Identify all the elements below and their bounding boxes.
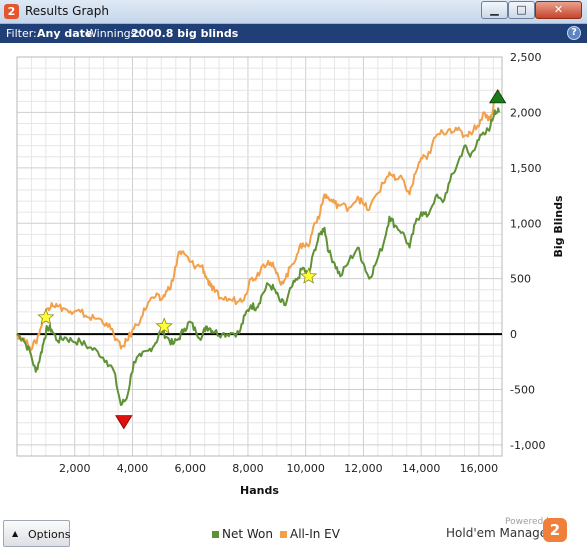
x-tick-label: 12,000 — [344, 462, 383, 475]
legend-label-all-in-ev: All-In EV — [290, 527, 340, 541]
x-tick-label: 16,000 — [460, 462, 499, 475]
winnings-value: 2000.8 big blinds — [131, 27, 239, 40]
powered-by-text: Powered by — [505, 517, 558, 527]
x-tick-label: 6,000 — [174, 462, 206, 475]
series-layer — [16, 89, 501, 406]
y-tick-label: 500 — [510, 273, 531, 286]
min-marker-icon — [115, 415, 133, 430]
y-axis-title: Big Blinds — [552, 195, 565, 257]
bottom-bar: ▲ Options Net Won All-In EV Powered by H… — [0, 517, 587, 550]
brand-name: Hold'em Manager — [446, 526, 553, 540]
x-tick-label: 2,000 — [59, 462, 91, 475]
legend-swatch-net-won — [212, 531, 219, 538]
star-marker-icon — [299, 267, 318, 284]
series-line-all-in-ev — [16, 89, 500, 352]
brand-logo-icon: 2 — [543, 518, 567, 542]
x-axis-ticks: 2,000 4,000 6,000 8,000 10,000 12,000 14,000 16… — [59, 462, 498, 475]
maximize-button[interactable]: □ — [508, 1, 535, 19]
x-tick-label: 4,000 — [117, 462, 149, 475]
chevron-up-icon: ▲ — [12, 529, 19, 538]
options-button[interactable]: ▲ Options — [3, 520, 70, 547]
legend-label-net-won: Net Won — [222, 527, 273, 541]
max-marker-icon — [488, 89, 507, 104]
close-button[interactable]: ✕ — [535, 1, 582, 19]
x-axis-title: Hands — [240, 484, 279, 497]
y-tick-label: 1,500 — [510, 162, 542, 175]
filter-label: Filter: — [6, 27, 37, 40]
winnings-label: Winnings: — [86, 27, 141, 40]
y-tick-label: 2,000 — [510, 106, 542, 119]
window-title: Results Graph — [25, 4, 109, 18]
title-bar: 2 Results Graph ▁ □ ✕ — [0, 0, 587, 24]
y-axis-ticks: -1,000 -500 0 500 1,000 1,500 2,000 2,500 — [510, 51, 545, 452]
filter-value[interactable]: Any date — [37, 27, 93, 40]
minimize-button[interactable]: ▁ — [481, 1, 508, 19]
marker-layer — [37, 89, 507, 430]
x-tick-label: 14,000 — [402, 462, 441, 475]
y-tick-label: -500 — [510, 384, 535, 397]
series-line-net-won — [16, 107, 501, 406]
chart-grid — [17, 56, 502, 456]
results-chart: 2,000 4,000 6,000 8,000 10,000 12,000 14,000 16… — [16, 51, 565, 497]
star-marker-icon — [155, 317, 173, 334]
help-icon[interactable]: ? — [567, 26, 581, 40]
plot-frame — [16, 56, 503, 457]
y-tick-label: -1,000 — [510, 439, 545, 452]
options-label: Options — [28, 528, 71, 541]
y-tick-label: 0 — [510, 328, 517, 341]
y-tick-label: 1,000 — [510, 217, 542, 230]
star-marker-icon — [37, 308, 55, 325]
y-tick-label: 2,500 — [510, 51, 542, 64]
filter-bar: Filter: Any date Winnings: 2000.8 big bl… — [0, 24, 587, 43]
x-tick-label: 10,000 — [286, 462, 325, 475]
app-logo-icon: 2 — [4, 4, 19, 19]
legend-swatch-all-in-ev — [280, 531, 287, 538]
x-tick-label: 8,000 — [232, 462, 264, 475]
